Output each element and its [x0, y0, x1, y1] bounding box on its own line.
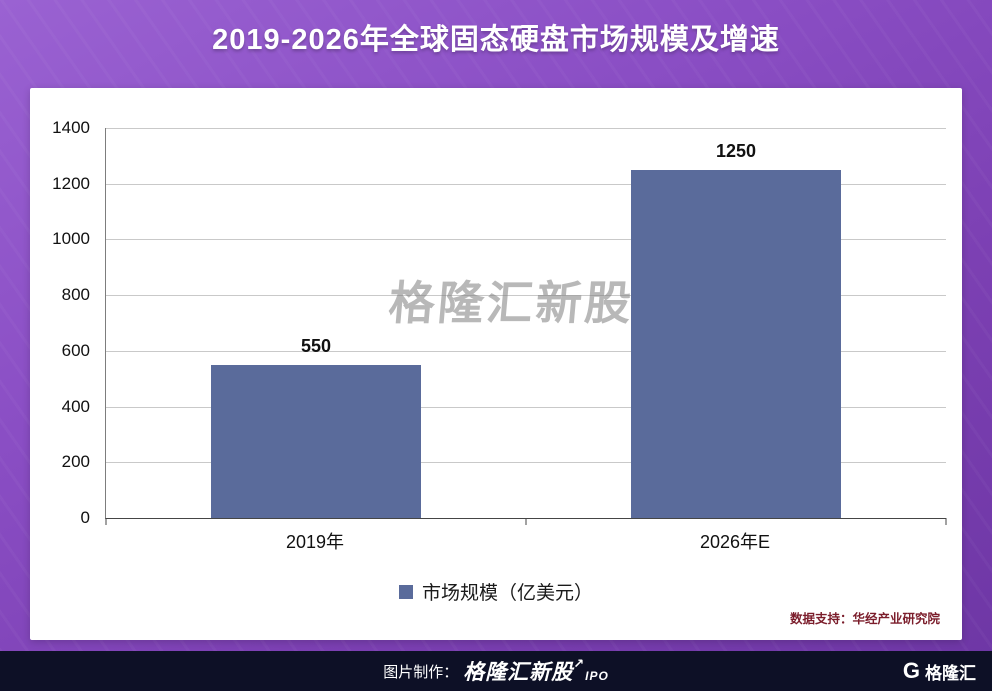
gridline	[106, 183, 946, 185]
bar-value-label: 550	[300, 335, 332, 356]
footer-brand: 格隆汇新股	[463, 661, 574, 684]
y-tick-label: 0	[80, 508, 90, 527]
x-axis-tick-mark	[525, 518, 527, 525]
y-tick-label: 1200	[52, 173, 90, 193]
y-tick-label: 200	[61, 452, 90, 472]
data-source-credit: 数据支持：华经产业研究院	[789, 612, 940, 626]
gridline	[106, 462, 946, 464]
y-tick-label: 400	[61, 396, 90, 416]
logo-g-icon: G	[902, 658, 920, 683]
footer-brand-arrow-icon: ↗	[573, 656, 585, 671]
x-axis-tick-mark	[105, 518, 107, 525]
gridline	[106, 128, 946, 129]
x-tick-label: 2026年E	[699, 532, 771, 552]
x-axis-tick-mark	[945, 518, 947, 525]
y-tick-label: 1000	[52, 229, 90, 249]
bar-2019年	[211, 364, 421, 518]
y-tick-label: 800	[61, 285, 90, 305]
x-tick-label: 2019年	[285, 532, 345, 552]
bar-value-label: 1250	[715, 140, 757, 161]
footer-credit-prefix: 图片制作：	[383, 663, 459, 681]
page-title: 2019-2026年全球固态硬盘市场规模及增速	[212, 24, 780, 56]
y-tick-label: 600	[61, 340, 90, 360]
legend: 市场规模（亿美元）	[30, 578, 962, 605]
footer-logo: G 格隆汇	[903, 651, 976, 691]
grid-layer	[106, 128, 946, 518]
gridline	[106, 239, 946, 241]
logo-text: 格隆汇	[925, 663, 976, 683]
gridline	[106, 295, 946, 297]
legend-swatch	[398, 584, 413, 599]
gridline	[106, 350, 946, 352]
bar-2026年E	[631, 169, 841, 518]
footer-bar: 图片制作： 格隆汇新股 ↗ IPO G 格隆汇	[0, 651, 992, 691]
footer-credit: 图片制作： 格隆汇新股 ↗ IPO	[383, 656, 609, 686]
footer-brand-suffix: IPO	[585, 669, 609, 683]
y-tick-label: 1400	[52, 118, 90, 137]
gridline	[106, 406, 946, 408]
legend-label: 市场规模（亿美元）	[421, 583, 593, 604]
x-axis-labels: 2019年 2026年E	[105, 526, 945, 552]
y-axis-labels: 0 200 400 600 800 1000 1200 1400	[30, 118, 98, 527]
